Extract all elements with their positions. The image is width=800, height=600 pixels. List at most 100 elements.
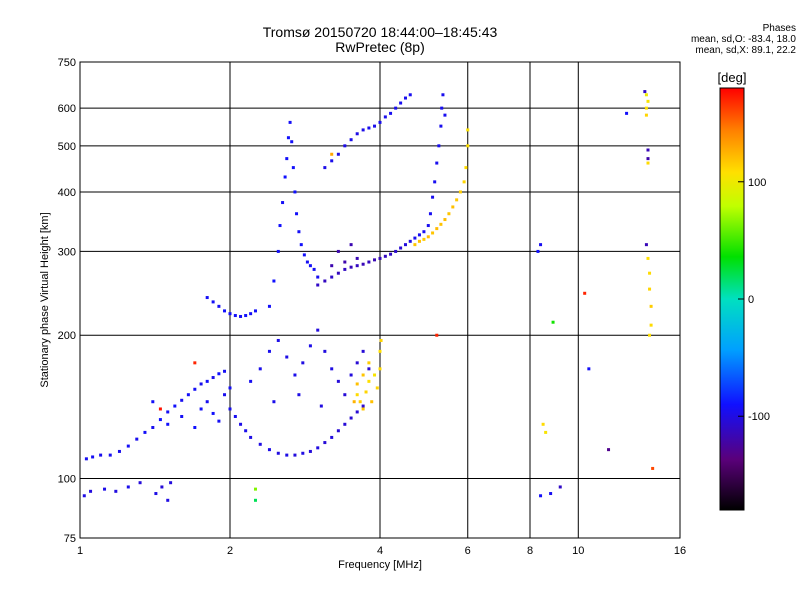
data-point bbox=[336, 249, 340, 253]
data-point bbox=[443, 218, 447, 222]
data-point bbox=[378, 120, 382, 124]
data-point bbox=[223, 309, 227, 313]
data-point bbox=[646, 148, 650, 152]
data-point bbox=[166, 410, 170, 414]
data-point bbox=[435, 227, 439, 231]
data-point bbox=[276, 338, 280, 342]
data-point bbox=[607, 448, 611, 452]
data-point bbox=[228, 386, 232, 390]
data-point bbox=[417, 239, 421, 243]
data-point bbox=[281, 201, 285, 205]
data-point bbox=[330, 159, 334, 163]
data-point bbox=[154, 492, 158, 496]
data-point bbox=[169, 481, 173, 485]
data-point bbox=[539, 243, 543, 247]
data-point bbox=[378, 256, 382, 260]
data-point bbox=[258, 442, 262, 446]
data-point bbox=[293, 373, 297, 377]
data-point bbox=[447, 212, 451, 216]
data-point bbox=[439, 124, 443, 128]
data-point bbox=[422, 237, 426, 241]
data-point bbox=[205, 379, 209, 383]
y-tick-label: 500 bbox=[58, 141, 76, 153]
y-tick-label: 300 bbox=[58, 246, 76, 258]
data-point bbox=[223, 393, 227, 397]
data-point bbox=[648, 333, 652, 337]
data-point bbox=[223, 369, 227, 373]
data-point bbox=[361, 373, 365, 377]
data-point bbox=[373, 373, 377, 377]
data-point bbox=[455, 198, 459, 202]
data-point bbox=[258, 367, 262, 371]
data-point bbox=[308, 449, 312, 453]
phase-stats-o: mean, sd,O: -83.4, 18.0 bbox=[690, 34, 796, 45]
data-point bbox=[355, 256, 359, 260]
data-point bbox=[272, 279, 276, 283]
data-point bbox=[379, 338, 383, 342]
x-axis-ticks: 1 2 4 6 8 10 16 bbox=[77, 545, 686, 557]
phase-legend-title: Phases bbox=[762, 23, 796, 34]
colorbar-tick-label: -100 bbox=[748, 411, 770, 423]
data-point bbox=[336, 429, 340, 433]
data-point bbox=[276, 451, 280, 455]
data-point bbox=[413, 236, 417, 240]
data-point bbox=[330, 435, 334, 439]
data-point bbox=[239, 314, 243, 318]
data-point bbox=[323, 441, 327, 445]
data-point bbox=[558, 485, 562, 489]
data-point bbox=[349, 138, 353, 142]
data-point bbox=[464, 166, 468, 170]
data-point bbox=[426, 235, 430, 239]
data-point bbox=[316, 283, 320, 287]
data-point bbox=[349, 373, 353, 377]
data-point bbox=[646, 161, 650, 165]
data-point bbox=[103, 487, 107, 491]
data-point bbox=[267, 349, 271, 353]
data-point bbox=[211, 300, 215, 304]
data-point bbox=[330, 367, 334, 371]
data-point bbox=[549, 492, 553, 496]
data-point bbox=[244, 429, 248, 433]
data-point bbox=[625, 111, 629, 115]
data-point bbox=[323, 166, 327, 170]
data-point bbox=[367, 126, 371, 130]
data-point bbox=[166, 498, 170, 502]
data-point bbox=[422, 230, 426, 234]
y-tick-label: 750 bbox=[58, 57, 76, 69]
data-point bbox=[408, 239, 412, 243]
data-point bbox=[583, 291, 587, 295]
data-point bbox=[286, 136, 290, 140]
data-point bbox=[84, 457, 88, 461]
data-point bbox=[228, 407, 232, 411]
data-point bbox=[186, 393, 190, 397]
data-point bbox=[364, 390, 368, 394]
data-point bbox=[352, 400, 356, 404]
data-point bbox=[367, 379, 371, 383]
data-point bbox=[343, 422, 347, 426]
data-point bbox=[378, 367, 382, 371]
data-point bbox=[433, 180, 437, 184]
data-point bbox=[316, 446, 320, 450]
x-tick-label: 10 bbox=[572, 545, 584, 557]
data-point bbox=[649, 323, 653, 327]
data-point bbox=[295, 212, 299, 216]
data-point bbox=[403, 96, 407, 100]
data-point bbox=[437, 144, 441, 148]
data-point bbox=[135, 437, 139, 441]
grid-lines bbox=[80, 62, 680, 538]
data-point bbox=[217, 419, 221, 423]
y-tick-label: 75 bbox=[64, 533, 76, 545]
data-point bbox=[228, 312, 232, 316]
x-tick-label: 8 bbox=[527, 545, 533, 557]
data-point bbox=[285, 157, 289, 161]
data-point bbox=[160, 485, 164, 489]
data-point bbox=[373, 124, 377, 128]
data-point bbox=[336, 379, 340, 383]
data-point bbox=[361, 349, 365, 353]
data-point bbox=[290, 140, 294, 144]
y-axis-ticks: 75 100 200 300 400 500 600 750 bbox=[58, 57, 76, 545]
data-point bbox=[293, 190, 297, 194]
data-point bbox=[233, 414, 237, 418]
data-point bbox=[358, 400, 362, 404]
data-point bbox=[323, 349, 327, 353]
